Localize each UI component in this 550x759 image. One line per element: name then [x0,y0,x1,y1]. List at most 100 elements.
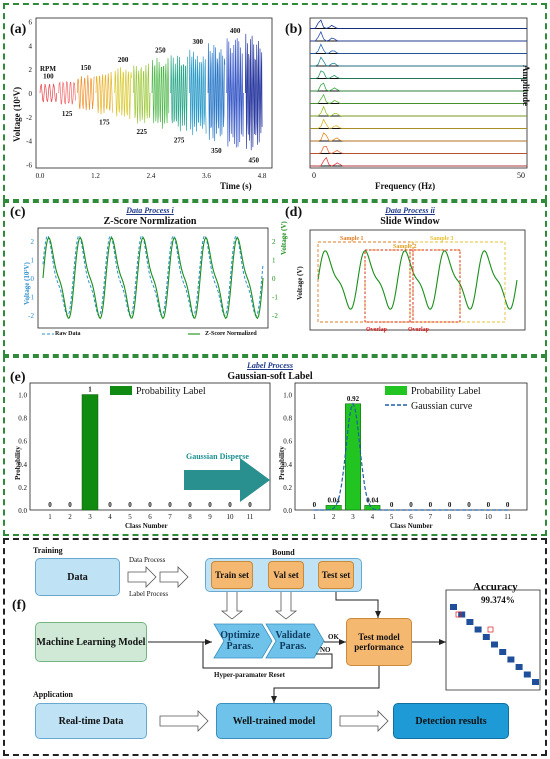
panel-e-xtick: 9 [208,513,212,521]
panel-e-ylabel-1: Probability [14,446,22,480]
panel-e-ylabel-2: Probability [278,446,286,480]
panel-e-ytick: 0.0 [18,507,27,515]
panel-d-sample-2: Sample 2 [393,244,417,250]
panel-e-xtick: 8 [448,513,452,521]
arrow-no-reset [202,642,333,669]
panel-c-ytick-left: 2 [31,238,35,246]
panel-e-xtick: 3 [88,513,92,521]
confusion-matrix-error [487,626,494,633]
panel-a-ytick: -2 [26,114,32,122]
panel-a-label: (a) [10,22,27,37]
panel-b-frame [309,17,528,169]
panel-b-spectrum-0 [310,19,527,29]
panel-e-xtick: 7 [168,513,172,521]
panel-e-ytick: 0.4 [18,461,27,469]
panel-b-spectrum-6 [310,93,527,104]
panel-d-window-1 [317,241,414,323]
panel-c-ytick-right: -2 [272,312,278,320]
confusion-matrix-cell [466,619,474,625]
panel-e-bar-value: 0 [409,501,413,509]
panel-a-rpm-value: 125 [62,110,73,118]
panel-e-label: (e) [10,370,26,385]
confusion-matrix-cell [532,679,539,685]
confusion-matrix-cell [450,604,457,610]
panel-c-legend-z: Z-Score Normalized [205,331,257,337]
panel-a-ylabel: Voltage (10²V) [12,86,22,142]
panel-e-bar-value: 0.04 [366,496,379,504]
panel-a-xtick: 1.2 [91,172,100,180]
training-heading: Training [33,546,63,555]
panel-e-bar [345,403,361,511]
panel-e-ytick: 0.8 [283,415,292,423]
confusion-matrix-error [455,611,462,618]
panel-d-overlap-box-1 [364,249,414,323]
panel-d-subtitle: Data Process ii [385,206,435,215]
panel-c-ytick-right: 0 [272,275,276,283]
train-set-box: Train set [211,561,253,589]
panel-d-overlap-box-2 [409,249,461,323]
panel-e-title: Gaussian-soft Label [227,371,313,382]
panel-a-series-10 [226,38,244,148]
panel-e-xtick: 1 [48,513,52,521]
panel-e-ytick: 0.0 [283,507,292,515]
panel-a-rpm-value: 150 [80,64,91,72]
panel-d-window-2 [364,249,461,323]
panel-e-bar [364,505,381,511]
panel-c-ytick-right: 1 [272,256,276,264]
panel-e-bar-value: 0 [188,501,192,509]
confusion-matrix-cell [474,626,482,633]
panel-a-series-8 [188,49,207,136]
panel-c-z-line [42,236,264,320]
panel-d-overlap-2: Overlap [408,327,429,333]
panel-a-ytick: 0 [29,90,33,98]
panel-a-ytick: 6 [29,19,33,27]
optimize-box: Optimize Paras. [220,630,260,652]
panel-d-sample-1: Sample 1 [340,236,364,242]
panel-e-bar-value: 1 [88,386,92,394]
confusion-matrix-cell [523,671,531,678]
arrow-test-to-perf [335,591,379,618]
arrow-perf-to-welltrained [273,666,380,703]
panel-c-d-border [3,201,547,356]
panel-d-signal [317,250,518,310]
arrow-data-1 [127,566,157,588]
panel-e-bar-value: 0.04 [328,496,341,504]
panel-a-series-9 [207,43,226,142]
panel-e-ytick: 0.8 [18,415,27,423]
panel-a-ytick: -6 [26,161,32,169]
panel-e-ytick: 1.0 [283,392,292,400]
panel-d-sample-3: Sample 3 [430,236,454,242]
panel-b-spectrum-10 [310,145,527,154]
panel-b-xtick-0: 0 [312,171,316,180]
reset-label: Hyper-paramater Reset [214,671,285,679]
panel-a-frame [35,17,273,169]
panel-c-ytick-left: -2 [28,312,34,320]
panel-d-overlap-1: Overlap [366,327,387,333]
panel-e-bar-value: 0 [448,501,452,509]
panel-c-label: (c) [10,205,26,220]
panel-c-legend-raw: Raw Data [55,331,81,337]
panel-b-spectrum-2 [310,43,527,54]
panel-e-xtick: 6 [148,513,152,521]
panel-e-xlabel-1: Class Number [125,522,168,530]
panel-e-bar-value: 0 [128,501,132,509]
panel-e-ytick: 0.6 [283,438,292,446]
detection-results-box: Detection results [393,703,509,739]
panel-e-bar-value: 0 [429,501,433,509]
panel-e-gaussian-curve [314,402,508,511]
arrow-head-ok [339,639,346,645]
panel-a-series-6 [151,57,170,129]
panel-e-xtick: 3 [351,513,355,521]
panel-a-rpm-value: 275 [174,136,185,144]
panel-a-rpm-value: 175 [99,118,110,126]
panel-e-xtick: 1 [313,513,317,521]
val-set-box: Val set [268,561,304,589]
panel-e-xtick: 10 [227,513,235,521]
confusion-matrix-cell [499,649,507,655]
panel-a-rpm-value: 400 [230,27,241,35]
panel-a-ytick: 4 [29,42,33,50]
validate-box: Validate Paras. [275,630,311,652]
optimize-chevron [213,623,273,659]
arrow-val-down [274,590,298,620]
test-performance-box: Test model performance [346,618,412,666]
